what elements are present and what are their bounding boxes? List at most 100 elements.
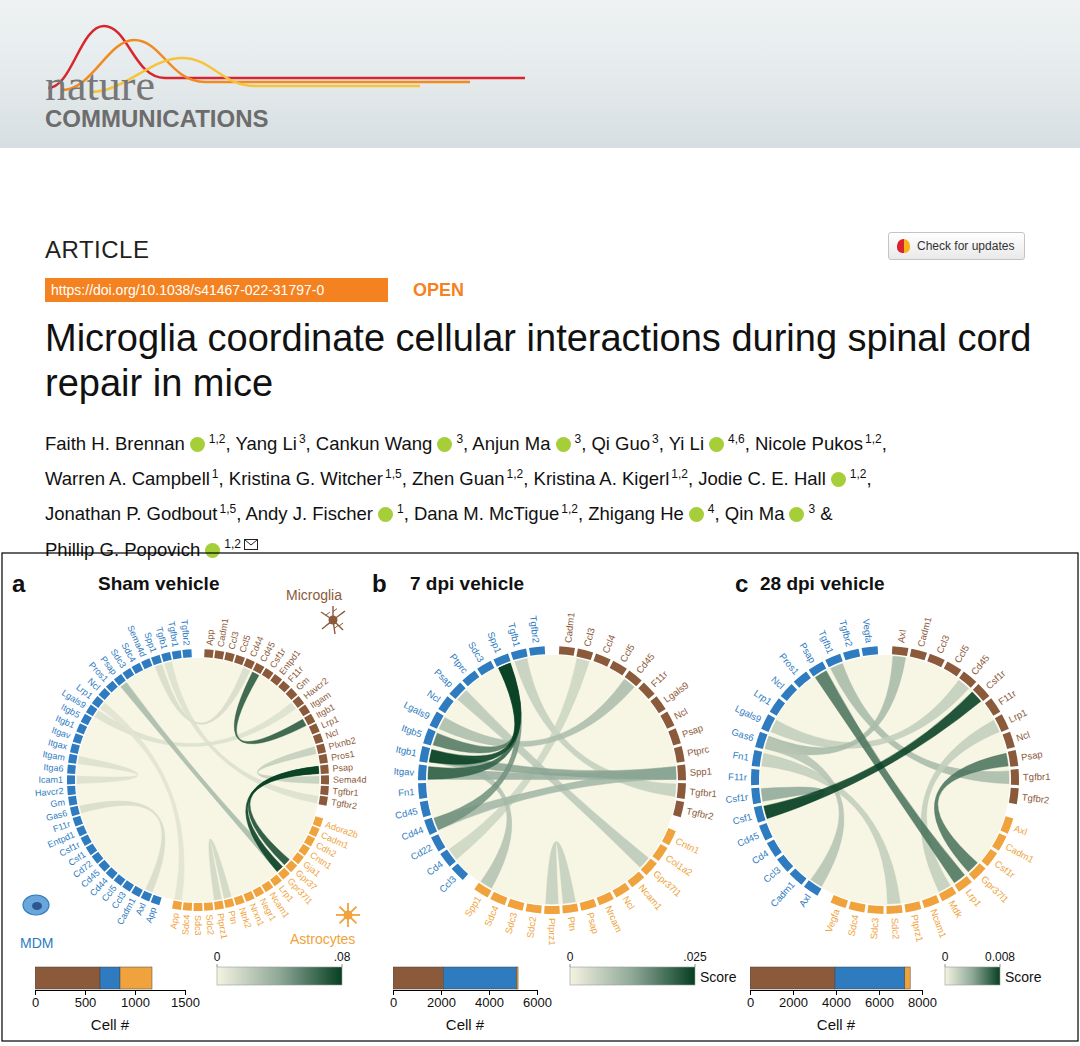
icon-branch — [333, 609, 337, 612]
author: Nicole Pukos1,2 — [755, 433, 882, 454]
label-segment — [319, 754, 328, 764]
chord-diagram: AppCadm1Ccl3Ccl5Cd44Cd45Csf1rEntpd1F11rG… — [35, 617, 367, 939]
label-segment — [904, 901, 921, 912]
x-axis-title: Cell # — [446, 1016, 485, 1033]
label-segment — [1009, 788, 1019, 804]
label-segment — [224, 898, 234, 908]
author-name: Zhigang He — [588, 503, 684, 524]
label-segment — [151, 655, 162, 665]
label-segment — [1003, 732, 1015, 749]
affiliation: 1,5 — [219, 502, 236, 516]
ribbon — [77, 756, 138, 783]
label-segment — [562, 904, 578, 914]
interaction-label: Cd4 — [424, 858, 445, 877]
doi-link[interactable]: https://doi.org/10.1038/s41467-022-31797… — [45, 278, 388, 302]
orcid-icon[interactable] — [689, 507, 704, 522]
label-segment — [419, 746, 430, 763]
interaction-label: Tgfbr1 — [166, 620, 180, 647]
cell-icon — [321, 606, 345, 634]
icon-branch — [326, 612, 330, 615]
label-segment — [759, 823, 773, 841]
interaction-label: Tgfb1 — [154, 626, 169, 651]
tick: 1000 — [121, 990, 150, 1010]
label-segment — [662, 828, 676, 845]
label-segment — [182, 649, 191, 658]
interaction-label: Sdc4 — [180, 914, 192, 935]
interaction-label: Spp1 — [462, 894, 483, 919]
color-bar-tick — [695, 964, 696, 967]
label-segment — [1011, 769, 1019, 785]
label-segment — [321, 775, 329, 784]
interaction-label: Ccl3 — [761, 864, 783, 885]
orcid-icon[interactable] — [789, 507, 804, 522]
label-segment — [285, 860, 297, 872]
author: Anjun Ma3 — [472, 433, 581, 454]
interaction-label: F11r — [728, 771, 747, 782]
tick: 8000 — [908, 990, 937, 1010]
author-separator: & — [815, 503, 838, 524]
color-bar-tick-label: 0 — [942, 950, 949, 964]
author-name: Qin Ma — [725, 503, 785, 524]
label-segment — [68, 754, 77, 764]
interaction-label: Sdc2 — [889, 917, 902, 939]
tick-label: 0 — [390, 995, 397, 1010]
journal-name: nature — [45, 64, 155, 108]
x-axis-title: Cell # — [91, 1016, 130, 1033]
label-segment — [825, 654, 843, 667]
author-separator: , — [306, 433, 316, 454]
label-segment — [304, 714, 315, 726]
chord-background — [76, 658, 320, 902]
author-name: Andy J. Fischer — [245, 503, 373, 524]
interaction-label: Pros1 — [777, 651, 801, 677]
interaction-label: Lrp1 — [964, 887, 984, 909]
label-segment — [418, 783, 427, 799]
label-segment — [298, 844, 310, 856]
corresponding-icon[interactable] — [244, 539, 258, 550]
check-updates-button[interactable]: Check for updates — [888, 232, 1025, 260]
interaction-label: Lrp1 — [320, 714, 341, 730]
interaction-label: Lgals9 — [402, 699, 432, 722]
interaction-label: Tgfbr2 — [685, 805, 714, 822]
ribbons — [761, 656, 1009, 904]
cell-bars — [393, 967, 518, 989]
affiliation: 3 — [456, 432, 463, 446]
interaction-label: Tgfbr1 — [332, 786, 359, 798]
label-segment — [892, 646, 908, 656]
interaction-label: Vegfa — [823, 907, 842, 934]
tick-label: 500 — [75, 995, 97, 1010]
orcid-icon[interactable] — [556, 437, 571, 452]
author-separator: , — [581, 433, 591, 454]
label-segment — [243, 891, 254, 902]
orcid-icon[interactable] — [709, 437, 724, 452]
label-segment — [70, 743, 80, 753]
orcid-icon[interactable] — [205, 543, 220, 558]
tick-label: 1000 — [121, 995, 150, 1010]
author-name: Faith H. Brennan — [45, 433, 185, 454]
interaction-label: App — [168, 912, 180, 929]
ribbon — [439, 679, 634, 747]
tick: 2000 — [427, 990, 456, 1010]
orcid-icon[interactable] — [190, 437, 205, 452]
x-axis: 050010001500 — [32, 990, 200, 1010]
orcid-icon[interactable] — [437, 437, 452, 452]
ribbon — [762, 753, 900, 904]
tick: 500 — [75, 990, 97, 1010]
interaction-label: Csf1r — [992, 858, 1017, 880]
tick-label: 6000 — [523, 995, 552, 1010]
author: Andy J. Fischer1 — [245, 503, 403, 524]
label-segment — [438, 696, 453, 713]
label-segment — [424, 818, 437, 835]
orcid-icon[interactable] — [378, 507, 393, 522]
color-bar-tick-label: .08 — [334, 950, 351, 964]
orcid-icon[interactable] — [831, 472, 846, 487]
affiliation: 3 — [808, 502, 815, 516]
author-separator: , — [882, 433, 892, 454]
label-segment — [804, 880, 821, 895]
label-segment — [122, 880, 134, 892]
interaction-label: Cd45 — [394, 805, 419, 821]
color-bar-tick — [945, 964, 946, 967]
interaction-label: Psap — [680, 722, 704, 740]
color-bar-tick-label: 0 — [567, 950, 574, 964]
ribbon — [815, 671, 964, 883]
interaction-label: Tgfbr2 — [179, 619, 191, 646]
